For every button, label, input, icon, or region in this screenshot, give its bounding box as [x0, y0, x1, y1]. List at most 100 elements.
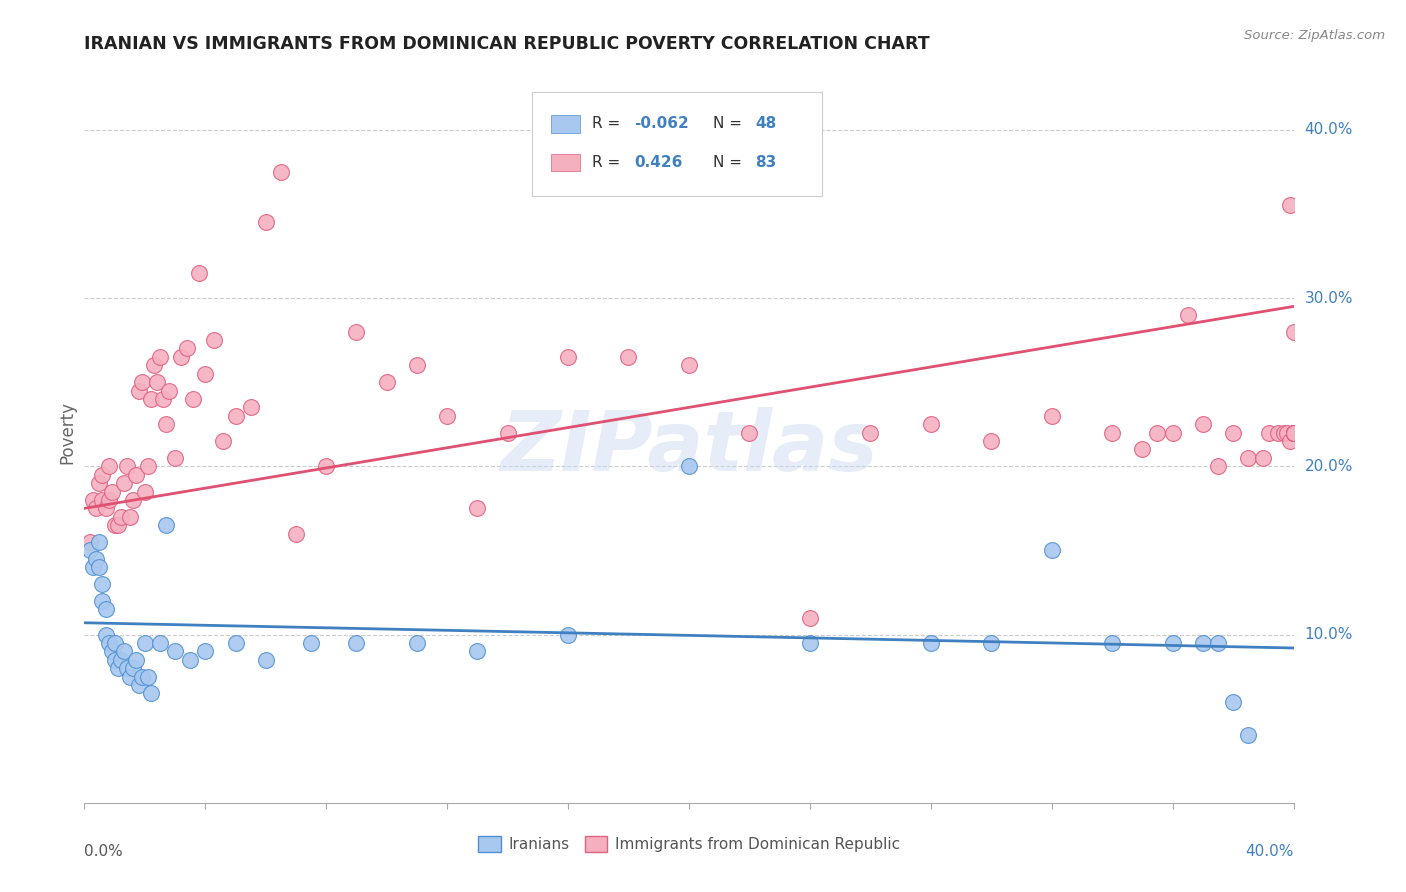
Point [1206, 459, 1229, 474]
Point [131, 670, 153, 684]
Point [375, 375, 398, 389]
Point [142, 359, 165, 373]
Point [1279, 434, 1302, 448]
Text: IRANIAN VS IMMIGRANTS FROM DOMINICAN REPUBLIC POVERTY CORRELATION CHART: IRANIAN VS IMMIGRANTS FROM DOMINICAN REP… [84, 35, 929, 53]
Point [557, 350, 579, 364]
Point [97, 459, 120, 474]
Text: 0.426: 0.426 [634, 155, 683, 169]
Y-axis label: Poverty: Poverty [58, 401, 76, 464]
Point [118, 509, 141, 524]
Point [980, 434, 1002, 448]
Point [94, 627, 117, 641]
Point [1267, 425, 1289, 440]
Point [94, 501, 117, 516]
Point [920, 417, 942, 432]
FancyBboxPatch shape [551, 153, 581, 171]
Point [1237, 729, 1260, 743]
Point [107, 661, 129, 675]
Point [115, 459, 138, 474]
Point [104, 636, 127, 650]
Point [139, 392, 162, 406]
Point [738, 425, 761, 440]
Point [1222, 695, 1244, 709]
Point [112, 644, 135, 658]
Point [152, 392, 174, 406]
Point [100, 644, 122, 658]
Point [134, 484, 156, 499]
Point [128, 678, 150, 692]
Point [1282, 425, 1305, 440]
Point [1161, 425, 1184, 440]
Point [125, 653, 148, 667]
Point [194, 367, 217, 381]
Point [285, 526, 308, 541]
Point [155, 417, 177, 432]
Point [115, 661, 138, 675]
Point [97, 492, 120, 507]
Point [1040, 543, 1063, 558]
Point [1206, 636, 1229, 650]
Point [1282, 425, 1305, 440]
Point [188, 266, 211, 280]
Text: 0.0%: 0.0% [84, 844, 124, 858]
Point [100, 484, 122, 499]
Point [254, 653, 277, 667]
Point [155, 518, 177, 533]
Text: N =: N = [713, 116, 747, 131]
Point [557, 627, 579, 641]
Point [1253, 450, 1275, 465]
Point [118, 670, 141, 684]
Text: N =: N = [713, 155, 747, 169]
Point [194, 644, 217, 658]
Point [617, 350, 640, 364]
Point [1146, 425, 1168, 440]
Point [1237, 450, 1260, 465]
Point [131, 375, 153, 389]
Point [202, 333, 225, 347]
Point [181, 392, 204, 406]
Point [112, 476, 135, 491]
Point [212, 434, 235, 448]
Point [225, 636, 247, 650]
Point [107, 518, 129, 533]
Point [406, 359, 429, 373]
FancyBboxPatch shape [551, 115, 581, 133]
Point [859, 425, 882, 440]
Point [79, 543, 101, 558]
Text: -0.062: -0.062 [634, 116, 689, 131]
Point [799, 610, 821, 624]
Text: 83: 83 [755, 155, 776, 169]
Point [125, 467, 148, 482]
Text: 48: 48 [755, 116, 776, 131]
Point [1192, 636, 1215, 650]
Point [139, 686, 162, 700]
Point [406, 636, 429, 650]
Point [1161, 636, 1184, 650]
Point [225, 409, 247, 423]
Point [1282, 425, 1305, 440]
Text: R =: R = [592, 116, 626, 131]
Point [97, 636, 120, 650]
Point [496, 425, 519, 440]
Point [91, 467, 114, 482]
Point [1277, 425, 1299, 440]
Point [89, 560, 111, 574]
Point [179, 653, 201, 667]
Text: 40.0%: 40.0% [1305, 122, 1353, 137]
Point [170, 350, 193, 364]
Point [82, 492, 104, 507]
Point [104, 518, 127, 533]
Point [1222, 425, 1244, 440]
Point [146, 375, 169, 389]
Point [176, 342, 198, 356]
Legend: Iranians, Immigrants from Dominican Republic: Iranians, Immigrants from Dominican Repu… [471, 830, 907, 858]
Point [346, 325, 368, 339]
Point [1177, 308, 1199, 322]
Point [1282, 425, 1305, 440]
Point [110, 509, 132, 524]
FancyBboxPatch shape [531, 92, 823, 195]
Point [1101, 636, 1123, 650]
Point [678, 359, 700, 373]
Text: 40.0%: 40.0% [1246, 844, 1294, 858]
Point [104, 653, 127, 667]
